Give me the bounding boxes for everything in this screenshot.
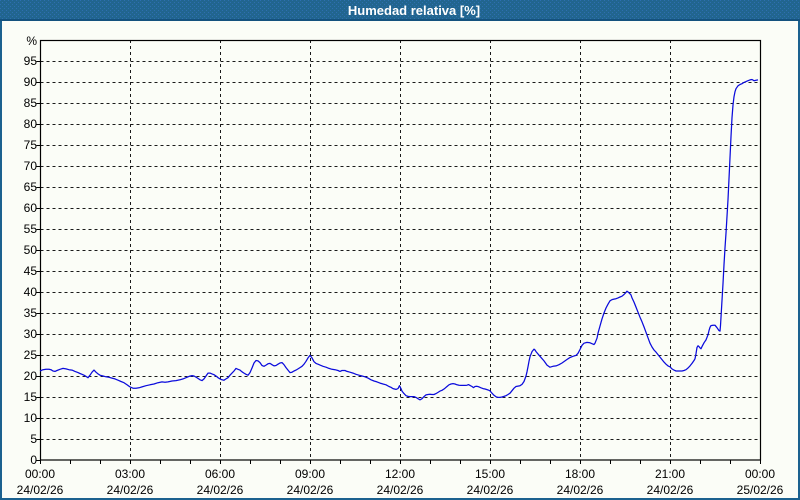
svg-text:21:00: 21:00 xyxy=(655,467,685,481)
svg-text:90: 90 xyxy=(24,75,38,89)
svg-text:09:00: 09:00 xyxy=(295,467,325,481)
svg-text:10: 10 xyxy=(24,411,38,425)
svg-text:75: 75 xyxy=(24,138,38,152)
svg-text:12:00: 12:00 xyxy=(385,467,415,481)
svg-text:20: 20 xyxy=(24,369,38,383)
svg-text:24/02/26: 24/02/26 xyxy=(377,483,424,497)
svg-text:45: 45 xyxy=(24,264,38,278)
svg-text:Humedad relativa [%]: Humedad relativa [%] xyxy=(348,3,480,18)
svg-text:85: 85 xyxy=(24,96,38,110)
svg-text:95: 95 xyxy=(24,54,38,68)
svg-text:25/02/26: 25/02/26 xyxy=(737,483,784,497)
svg-text:15:00: 15:00 xyxy=(475,467,505,481)
svg-text:30: 30 xyxy=(24,327,38,341)
svg-text:15: 15 xyxy=(24,390,38,404)
svg-text:5: 5 xyxy=(30,432,37,446)
svg-text:40: 40 xyxy=(24,285,38,299)
svg-text:25: 25 xyxy=(24,348,38,362)
svg-text:24/02/26: 24/02/26 xyxy=(557,483,604,497)
svg-text:70: 70 xyxy=(24,159,38,173)
svg-text:24/02/26: 24/02/26 xyxy=(197,483,244,497)
svg-text:24/02/26: 24/02/26 xyxy=(107,483,154,497)
svg-text:18:00: 18:00 xyxy=(565,467,595,481)
svg-text:%: % xyxy=(26,34,37,48)
svg-text:24/02/26: 24/02/26 xyxy=(287,483,334,497)
svg-text:0: 0 xyxy=(30,453,37,467)
svg-text:65: 65 xyxy=(24,180,38,194)
svg-text:06:00: 06:00 xyxy=(205,467,235,481)
svg-text:35: 35 xyxy=(24,306,38,320)
svg-text:55: 55 xyxy=(24,222,38,236)
svg-text:24/02/26: 24/02/26 xyxy=(467,483,514,497)
svg-text:24/02/26: 24/02/26 xyxy=(647,483,694,497)
svg-text:00:00: 00:00 xyxy=(745,467,775,481)
svg-text:60: 60 xyxy=(24,201,38,215)
svg-text:24/02/26: 24/02/26 xyxy=(17,483,64,497)
svg-text:80: 80 xyxy=(24,117,38,131)
svg-text:50: 50 xyxy=(24,243,38,257)
svg-text:00:00: 00:00 xyxy=(25,467,55,481)
svg-text:03:00: 03:00 xyxy=(115,467,145,481)
